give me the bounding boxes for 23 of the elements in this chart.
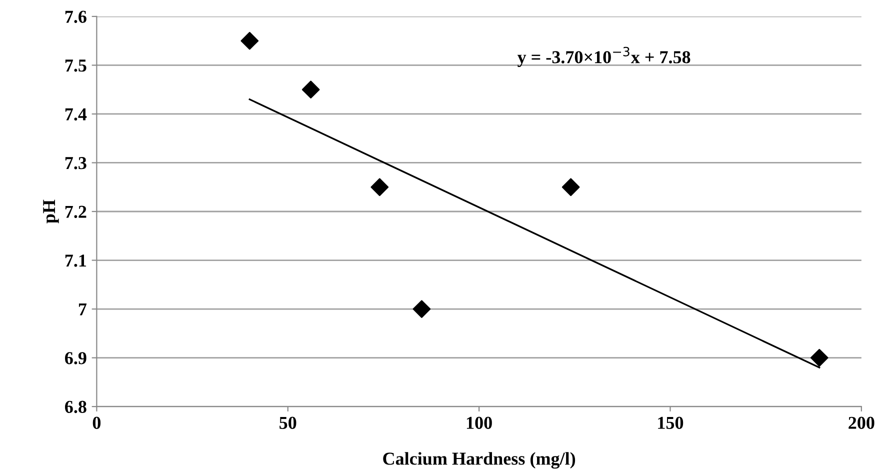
point <box>370 178 389 196</box>
y-tick-label: 7.5 <box>65 60 86 72</box>
y-tick-label: 7.6 <box>65 10 86 23</box>
y-tick-label: 6.8 <box>65 400 86 414</box>
x-tick-label: 100 <box>466 416 492 429</box>
point <box>810 348 828 367</box>
point <box>412 300 431 318</box>
y-axis-title: pH <box>43 200 59 224</box>
x-tick-label: 150 <box>658 416 684 429</box>
y-tick-label: 6.9 <box>65 352 86 364</box>
x-axis-title: Calcium Hardness (mg/l) <box>383 452 576 469</box>
x-tick-label: 0 <box>92 416 101 429</box>
x-tick-label: 200 <box>848 416 874 429</box>
point <box>562 178 580 196</box>
y-tick-label: 7.1 <box>65 254 86 267</box>
y-tick-label: 7.3 <box>65 157 86 170</box>
y-tick-label: 7.4 <box>65 108 87 120</box>
y-tick-label: 7.2 <box>65 206 86 218</box>
y-tick-label: 7 <box>78 303 87 316</box>
x-tick-label: 50 <box>280 416 296 429</box>
point <box>302 80 320 99</box>
annotation: y = -3.70×10$^{−3}$x + 7.58 <box>517 46 690 68</box>
point <box>240 32 259 50</box>
